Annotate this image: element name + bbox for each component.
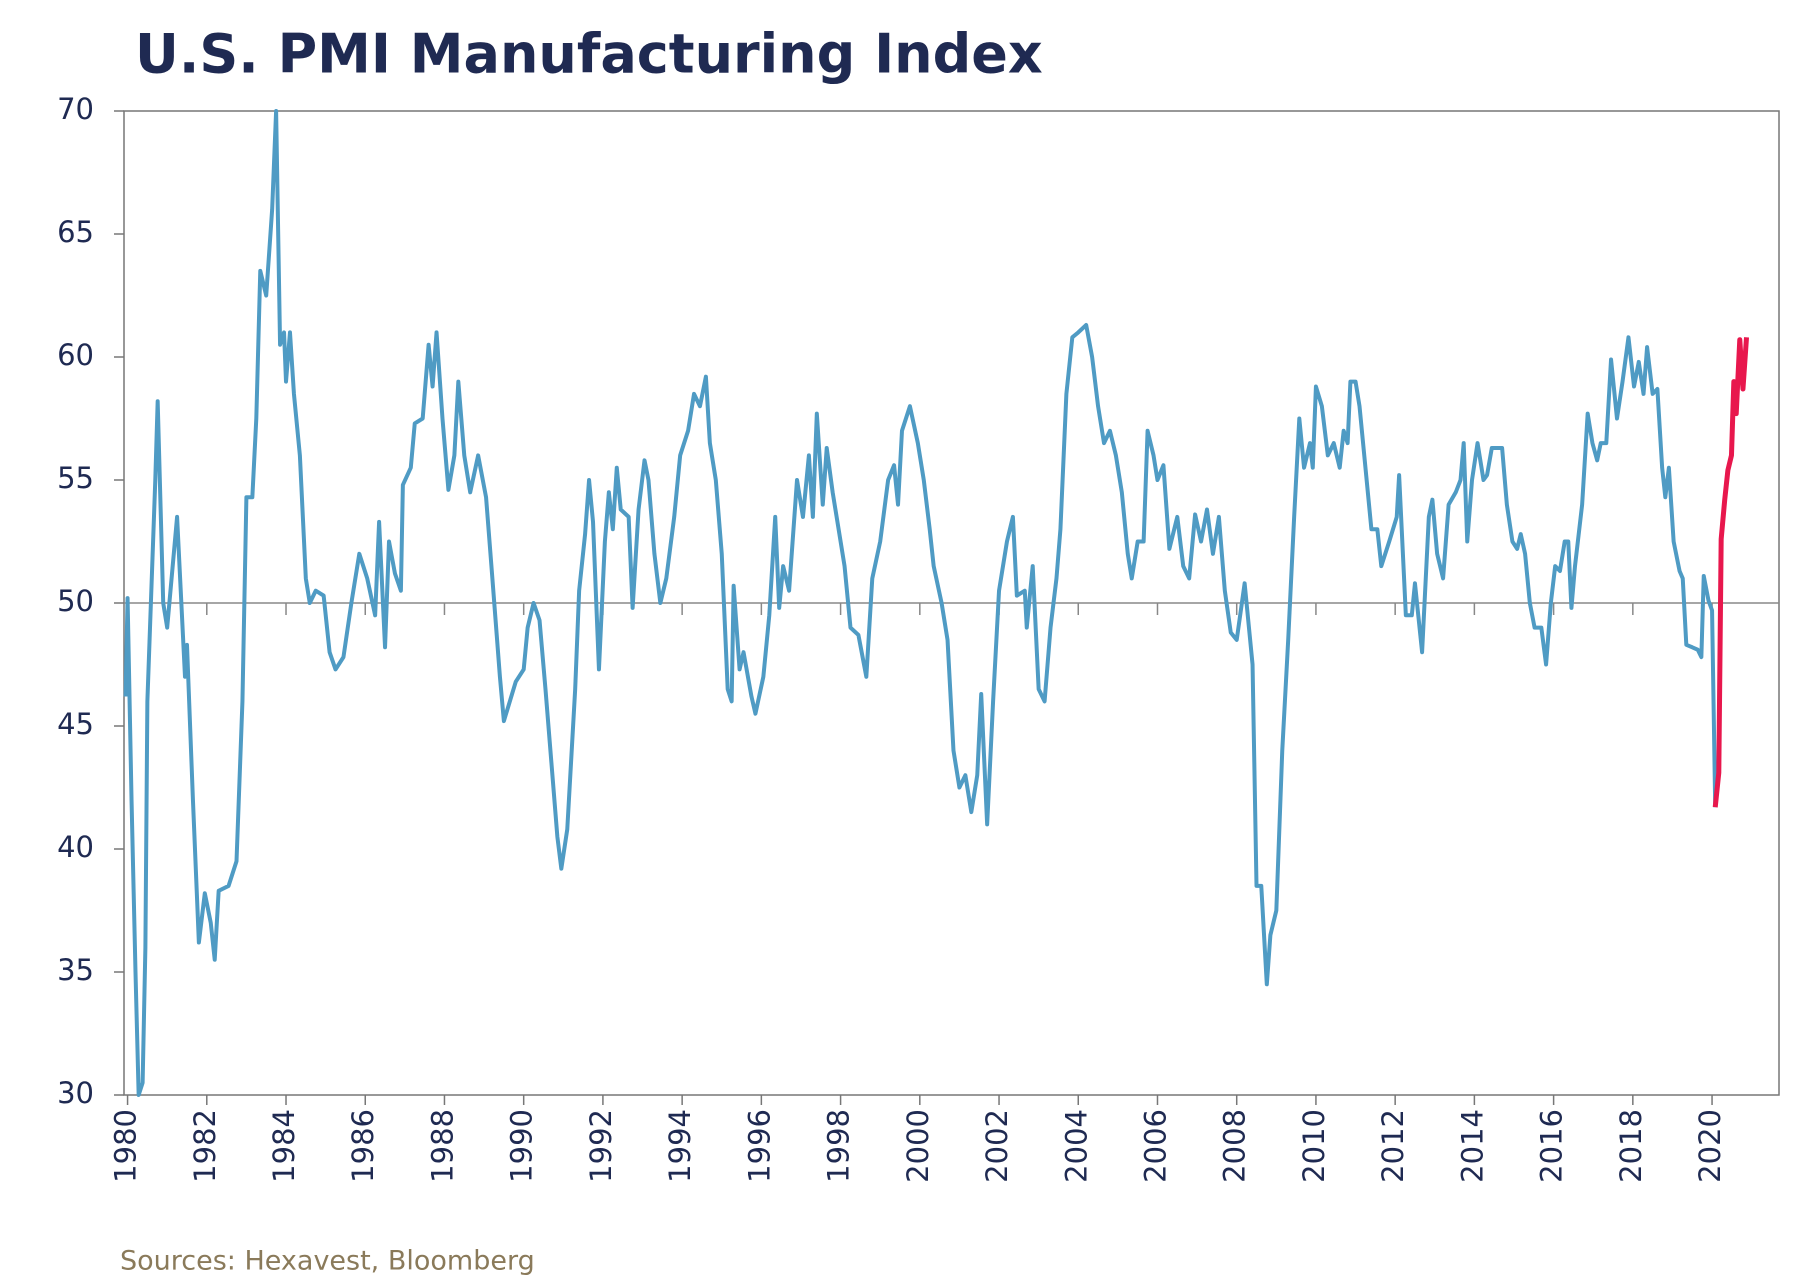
series-line <box>1712 337 1750 808</box>
x-tick-label: 2016 <box>1535 1109 1569 1183</box>
x-tick-label: 2008 <box>1218 1109 1252 1183</box>
x-tick-label: 2010 <box>1297 1109 1331 1183</box>
y-tick-label: 60 <box>57 338 94 372</box>
x-tick-label: 2018 <box>1614 1109 1648 1183</box>
chart-title: U.S. PMI Manufacturing Index <box>135 23 1043 86</box>
source-note: Sources: Hexavest, Bloomberg <box>120 1246 535 1277</box>
x-tick-label: 2012 <box>1376 1109 1410 1183</box>
y-tick-label: 40 <box>57 830 94 864</box>
x-tick-label: 1984 <box>267 1109 301 1183</box>
x-tick-label: 1998 <box>822 1109 856 1183</box>
x-tick-label: 1990 <box>505 1109 539 1183</box>
y-tick-label: 70 <box>57 92 94 126</box>
y-tick-label: 50 <box>57 584 94 618</box>
series-line <box>123 109 1718 1097</box>
x-tick-label: 1994 <box>663 1109 697 1183</box>
x-tick-label: 1980 <box>109 1109 143 1183</box>
y-tick-label: 30 <box>57 1076 94 1110</box>
y-tick-label: 55 <box>57 461 94 495</box>
x-tick-label: 2020 <box>1693 1109 1727 1183</box>
x-tick-label: 1992 <box>584 1109 618 1183</box>
y-tick-label: 35 <box>57 953 94 987</box>
x-tick-label: 2004 <box>1059 1109 1093 1183</box>
x-tick-label: 1988 <box>425 1109 459 1183</box>
x-tick-label: 1982 <box>188 1109 222 1183</box>
x-tick-label: 2000 <box>901 1109 935 1183</box>
x-tick-label: 2014 <box>1455 1109 1489 1183</box>
x-tick-label: 2002 <box>980 1109 1014 1183</box>
x-tick-label: 1996 <box>742 1109 776 1183</box>
x-tick-label: 1986 <box>346 1109 380 1183</box>
y-tick-label: 65 <box>57 215 94 249</box>
y-tick-label: 45 <box>57 707 94 741</box>
x-tick-label: 2006 <box>1138 1109 1172 1183</box>
